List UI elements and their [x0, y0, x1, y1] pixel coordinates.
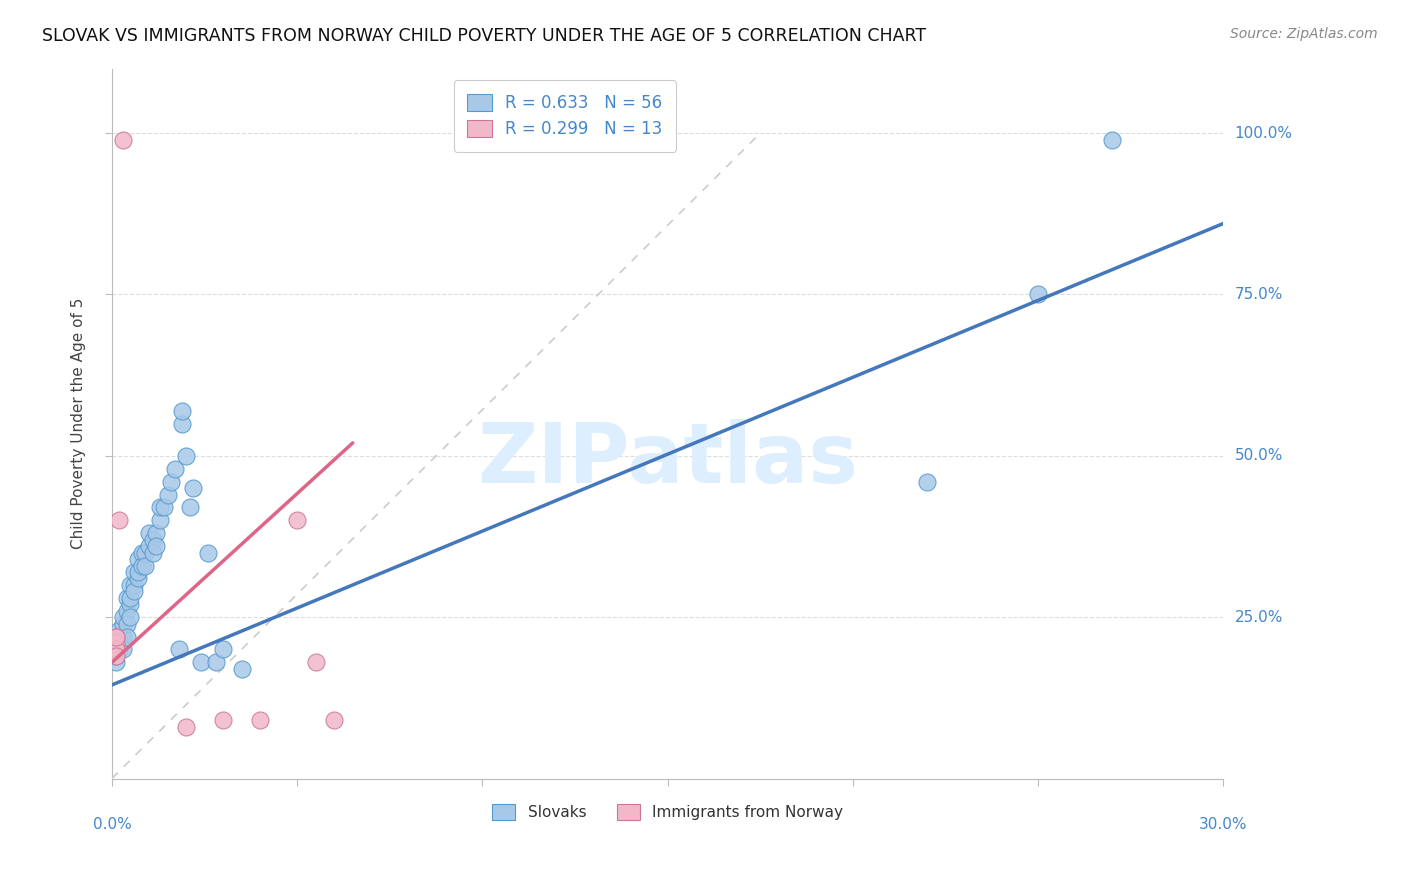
Point: [149, 500, 172, 515]
Point: [127, 565, 149, 579]
Point: [115, 630, 138, 644]
Point: [112, 642, 135, 657]
Point: [112, 630, 135, 644]
Point: [160, 475, 183, 489]
Point: [104, 630, 127, 644]
Point: [120, 591, 142, 605]
Point: [142, 533, 165, 547]
Point: [134, 558, 156, 573]
Point: [108, 623, 131, 637]
Point: [249, 714, 271, 728]
Point: [231, 662, 253, 676]
Point: [108, 513, 131, 527]
Point: [153, 500, 176, 515]
Point: [122, 584, 145, 599]
Point: [120, 610, 142, 624]
Point: [174, 449, 197, 463]
Point: [1026, 287, 1049, 301]
Point: [112, 616, 135, 631]
Point: [285, 513, 308, 527]
Point: [197, 546, 219, 560]
Text: 50.0%: 50.0%: [1234, 449, 1282, 463]
Point: [104, 630, 127, 644]
Point: [108, 642, 131, 657]
Text: Source: ZipAtlas.com: Source: ZipAtlas.com: [1230, 27, 1378, 41]
Text: 0.0%: 0.0%: [93, 817, 131, 832]
Point: [120, 578, 142, 592]
Text: ZIPatlas: ZIPatlas: [477, 418, 858, 500]
Point: [183, 481, 205, 495]
Point: [112, 610, 135, 624]
Point: [134, 546, 156, 560]
Point: [163, 461, 186, 475]
Point: [142, 546, 165, 560]
Legend: Slovaks, Immigrants from Norway: Slovaks, Immigrants from Norway: [485, 797, 851, 828]
Point: [108, 630, 131, 644]
Text: 75.0%: 75.0%: [1234, 287, 1282, 301]
Point: [138, 526, 160, 541]
Point: [127, 552, 149, 566]
Point: [156, 487, 179, 501]
Point: [145, 539, 167, 553]
Point: [104, 642, 127, 657]
Point: [127, 571, 149, 585]
Point: [212, 642, 235, 657]
Point: [122, 565, 145, 579]
Y-axis label: Child Poverty Under the Age of 5: Child Poverty Under the Age of 5: [72, 298, 86, 549]
Text: 100.0%: 100.0%: [1234, 126, 1292, 141]
Point: [104, 648, 127, 663]
Point: [120, 597, 142, 611]
Text: SLOVAK VS IMMIGRANTS FROM NORWAY CHILD POVERTY UNDER THE AGE OF 5 CORRELATION CH: SLOVAK VS IMMIGRANTS FROM NORWAY CHILD P…: [42, 27, 927, 45]
Text: 25.0%: 25.0%: [1234, 609, 1282, 624]
Point: [104, 630, 127, 644]
Point: [323, 714, 346, 728]
Point: [145, 526, 167, 541]
Point: [1101, 132, 1123, 146]
Point: [131, 546, 153, 560]
Point: [115, 616, 138, 631]
Point: [149, 513, 172, 527]
Point: [131, 558, 153, 573]
Point: [138, 539, 160, 553]
Point: [915, 475, 938, 489]
Point: [190, 656, 212, 670]
Point: [204, 656, 226, 670]
Point: [104, 656, 127, 670]
Point: [167, 642, 190, 657]
Text: 30.0%: 30.0%: [1199, 817, 1247, 832]
Point: [305, 656, 328, 670]
Point: [108, 636, 131, 650]
Point: [104, 642, 127, 657]
Point: [174, 720, 197, 734]
Point: [104, 636, 127, 650]
Point: [115, 591, 138, 605]
Point: [104, 648, 127, 663]
Point: [212, 714, 235, 728]
Point: [172, 403, 194, 417]
Point: [112, 132, 135, 146]
Point: [172, 417, 194, 431]
Point: [179, 500, 201, 515]
Point: [115, 604, 138, 618]
Point: [122, 578, 145, 592]
